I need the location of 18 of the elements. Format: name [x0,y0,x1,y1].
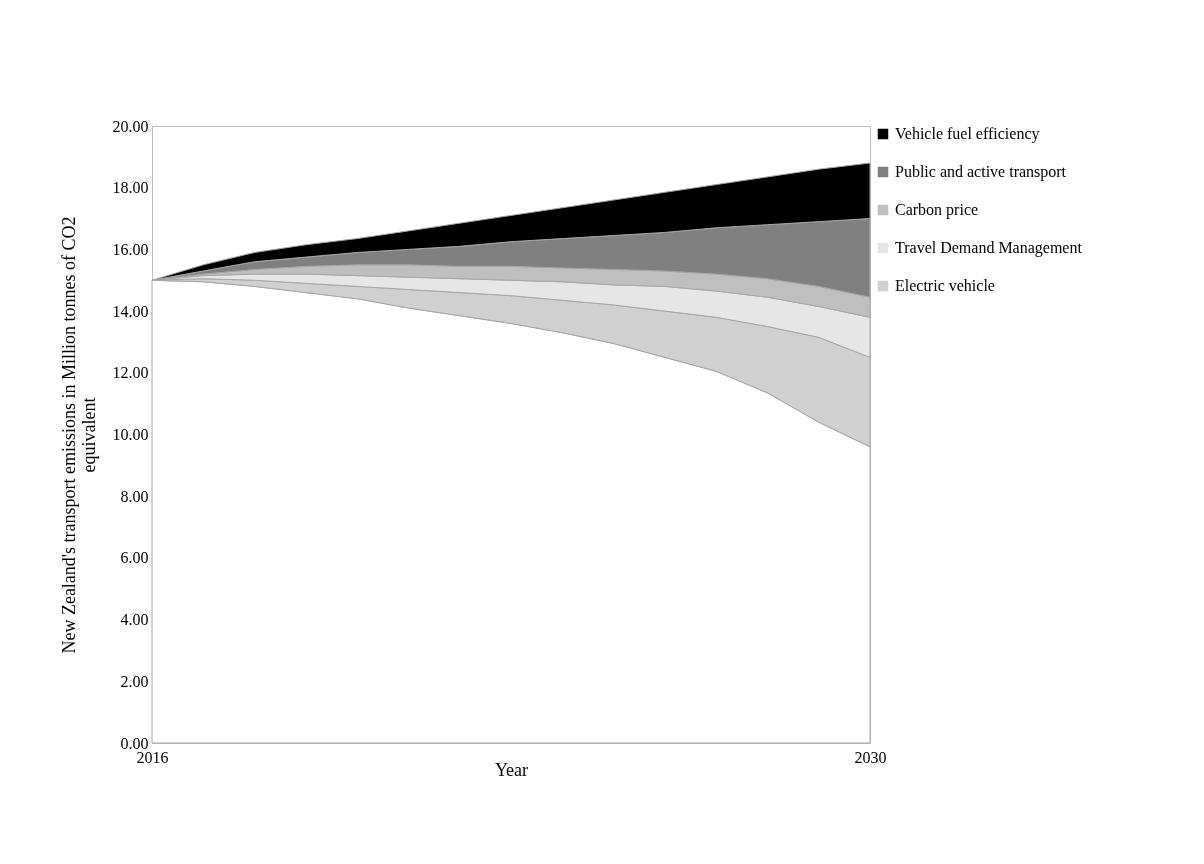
y-tick-label: 16.00 [112,240,149,258]
y-tick-label: 4.00 [120,611,149,629]
y-tick-label: 18.00 [112,179,149,197]
x-tick-label: 2030 [854,748,887,766]
legend-label: Public and active transport [895,163,1067,181]
y-tick-label: 6.00 [120,549,149,567]
y-tick-label: 12.00 [112,364,149,382]
y-tick-label: 14.00 [112,302,149,320]
x-axis-title: Year [494,759,529,780]
y-axis-title: New Zealand's transport emissions in Million tonnes of CO2 equivalent [58,216,99,654]
legend-label: Vehicle fuel efficiency [895,125,1040,143]
y-tick-label: 20.00 [112,117,149,135]
legend-label: Travel Demand Management [895,239,1083,257]
y-tick-label: 8.00 [120,487,149,505]
y-tick-label: 10.00 [112,426,149,443]
legend-label: Carbon price [895,201,979,219]
y-tick-label: 2.00 [120,672,149,690]
legend-label: Electric vehicle [895,277,995,294]
